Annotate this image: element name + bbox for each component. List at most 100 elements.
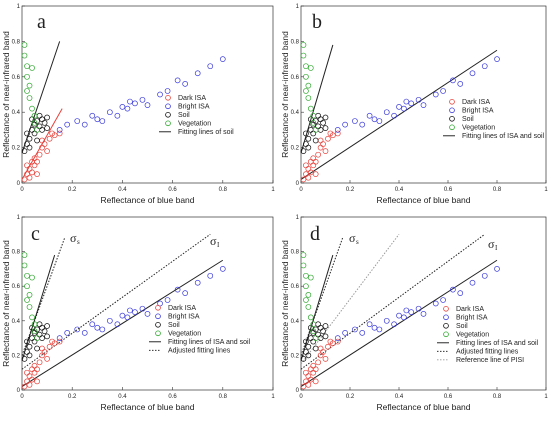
x-tick-label: 1 xyxy=(544,394,548,400)
point-vegetation xyxy=(31,321,38,328)
point-soil xyxy=(39,127,45,133)
point-soil xyxy=(307,335,314,341)
fit-line xyxy=(21,259,224,387)
point-bright-isa xyxy=(432,300,439,307)
y-tick-label: 1 xyxy=(296,215,300,221)
legend-label: Soil xyxy=(178,112,190,119)
point-soil xyxy=(26,144,33,151)
point-dark-isa xyxy=(300,176,307,183)
point-vegetation xyxy=(303,283,309,290)
point-dark-isa xyxy=(29,366,35,373)
point-bright-isa xyxy=(391,112,397,119)
legend-label: Adjusted fitting lines xyxy=(456,349,519,356)
legend-marker xyxy=(165,95,171,101)
fit-line xyxy=(300,233,400,365)
legend-label: Bright ISA xyxy=(462,108,494,115)
point-vegetation xyxy=(300,252,307,258)
point-vegetation xyxy=(310,119,317,126)
point-soil xyxy=(34,345,40,352)
point-bright-isa xyxy=(440,297,446,303)
point-dark-isa xyxy=(26,373,33,380)
point-vegetation xyxy=(303,73,309,80)
x-tick-label: 1 xyxy=(544,187,548,193)
point-soil xyxy=(36,331,43,338)
point-dark-isa xyxy=(51,132,58,139)
legend-marker xyxy=(443,305,449,312)
point-bright-isa xyxy=(64,121,71,128)
point-vegetation xyxy=(307,274,314,281)
point-dark-isa xyxy=(51,340,58,347)
point-vegetation xyxy=(24,63,30,70)
legend-label: Bright ISA xyxy=(456,315,488,322)
y-tick-label: 0.4 xyxy=(12,319,21,325)
fit-line xyxy=(21,41,61,154)
point-dark-isa xyxy=(320,141,326,147)
point-dark-isa xyxy=(39,345,45,352)
point-dark-isa xyxy=(312,171,319,177)
x-tick-label: 0.4 xyxy=(395,394,404,400)
legend-label: Bright ISA xyxy=(168,314,200,321)
point-dark-isa xyxy=(29,169,35,176)
point-soil xyxy=(300,148,307,154)
point-bright-isa xyxy=(494,266,500,272)
point-bright-isa xyxy=(359,330,366,336)
panel-b: 0 0.2 0.4 0.6 0.8 1 0 0.2 0.4 0.6 0.8 1 Reflectance … xyxy=(280,4,548,205)
point-dark-isa xyxy=(21,383,28,390)
point-bright-isa xyxy=(342,121,348,128)
point-dark-isa xyxy=(44,148,50,154)
point-bright-isa xyxy=(132,100,138,107)
point-vegetation xyxy=(312,127,319,133)
point-bright-isa xyxy=(124,314,131,321)
point-soil xyxy=(39,335,45,341)
point-dark-isa xyxy=(334,130,341,137)
point-soil xyxy=(322,333,329,340)
fit-line xyxy=(300,49,498,180)
point-vegetation xyxy=(300,52,307,59)
axes-frame xyxy=(21,216,274,391)
point-bright-isa xyxy=(81,330,88,336)
point-vegetation xyxy=(300,262,307,269)
point-bright-isa xyxy=(415,305,422,312)
point-dark-isa xyxy=(305,165,312,172)
point-bright-isa xyxy=(124,105,131,112)
x-tick-label: 0 xyxy=(20,394,24,400)
sigma-symbol: σ xyxy=(210,234,217,248)
point-dark-isa xyxy=(325,135,331,142)
point-bright-isa xyxy=(127,307,133,314)
point-bright-isa xyxy=(352,118,358,124)
point-bright-isa xyxy=(376,326,383,333)
point-dark-isa xyxy=(320,349,326,355)
point-bright-isa xyxy=(106,317,113,324)
legend-label: Fitting lines of soil xyxy=(178,129,234,136)
fit-line xyxy=(300,254,334,361)
point-dark-isa xyxy=(307,366,314,373)
point-bright-isa xyxy=(81,121,88,128)
point-vegetation xyxy=(29,105,35,112)
y-tick-label: 0.6 xyxy=(12,75,21,81)
point-soil xyxy=(41,119,48,126)
point-soil xyxy=(39,116,45,123)
point-bright-isa xyxy=(420,102,427,108)
sigma-subscript: s xyxy=(77,238,80,246)
point-bright-isa xyxy=(371,116,378,123)
legend-label: Fitting lines of ISA and soil xyxy=(168,339,251,346)
point-vegetation xyxy=(29,274,35,281)
point-dark-isa xyxy=(31,369,38,376)
y-tick-label: 0.8 xyxy=(12,250,21,256)
point-bright-isa xyxy=(114,112,121,119)
point-bright-isa xyxy=(74,118,81,124)
point-soil xyxy=(315,123,321,130)
point-bright-isa xyxy=(99,118,106,124)
point-bright-isa xyxy=(401,314,407,321)
point-bright-isa xyxy=(396,312,402,319)
point-vegetation xyxy=(21,252,28,258)
point-vegetation xyxy=(21,52,28,59)
point-soil xyxy=(317,116,324,123)
x-tick-label: 0.6 xyxy=(444,187,453,193)
point-bright-isa xyxy=(174,77,181,84)
point-bright-isa xyxy=(219,56,226,62)
point-soil xyxy=(44,323,50,329)
point-bright-isa xyxy=(194,279,201,286)
point-bright-isa xyxy=(219,266,226,272)
point-vegetation xyxy=(26,82,33,89)
